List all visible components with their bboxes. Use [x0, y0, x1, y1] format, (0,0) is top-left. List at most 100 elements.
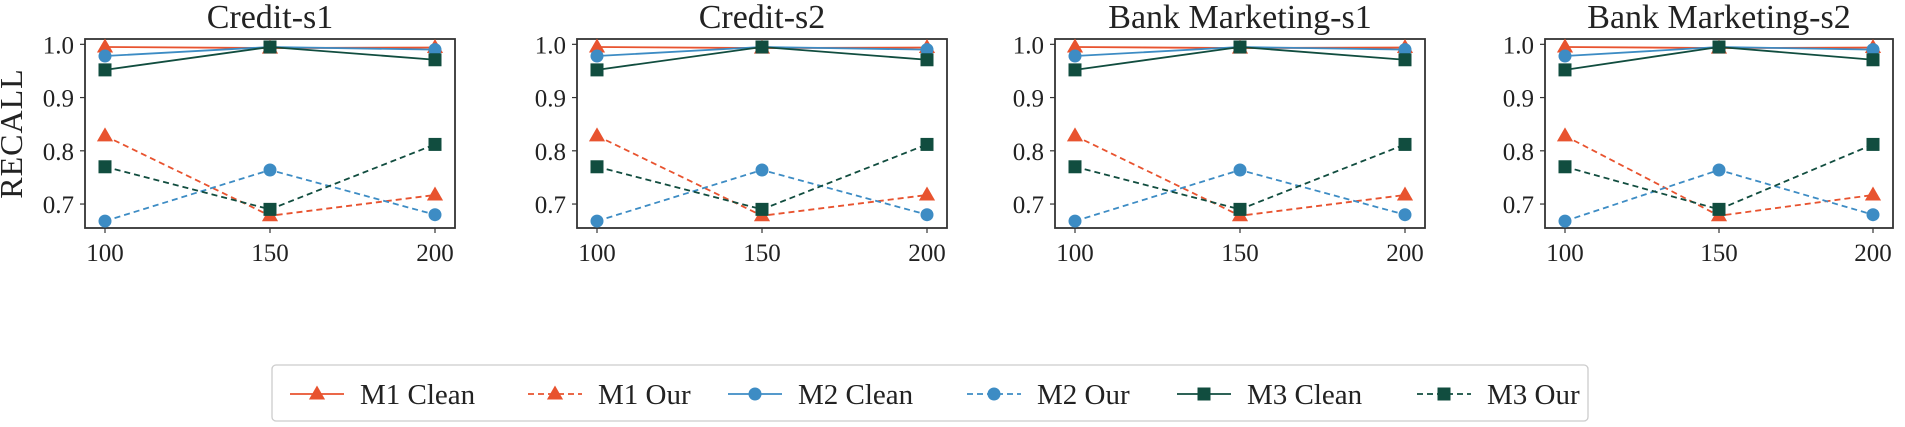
series-line [1564, 143, 1874, 211]
series-line [596, 143, 928, 211]
y-tick-label: 1.0 [43, 32, 74, 59]
data-point [428, 43, 442, 57]
data-point [1068, 214, 1082, 228]
y-tick-label: 0.7 [43, 192, 74, 219]
x-tick-label: 100 [86, 240, 124, 267]
series-m3-our [98, 137, 442, 216]
data-point [96, 127, 114, 142]
data-point [1866, 208, 1880, 222]
legend-label: M1 Clean [360, 379, 476, 411]
y-tick-label: 0.8 [1503, 139, 1534, 166]
x-tick-label: 200 [908, 240, 946, 267]
series-m3-clean [1558, 40, 1880, 77]
legend-entry: M1 Our [528, 379, 691, 411]
legend-marker [987, 387, 1001, 401]
data-point [98, 214, 112, 228]
series-m2-our [590, 163, 934, 228]
data-point [920, 208, 934, 222]
data-point [1556, 127, 1574, 142]
subplot-3: Bank Marketing-s1 0.7 0.8 0.9 1.0 100 150 200 [1013, 0, 1426, 267]
data-point [98, 49, 112, 63]
legend-marker [546, 385, 564, 400]
series-line [104, 143, 436, 211]
data-point [98, 160, 112, 174]
data-point [755, 202, 769, 216]
data-point [426, 186, 444, 201]
subplot-1: Credit-s1 0.7 0.8 0.9 1.0 100 150 200 RECALL [0, 0, 456, 267]
data-point [1233, 163, 1247, 177]
plot-frame [1544, 38, 1894, 229]
legend-label: M3 Clean [1247, 379, 1363, 411]
y-tick-label: 0.9 [1013, 86, 1044, 113]
data-point [1396, 186, 1414, 201]
x-tick-label: 200 [416, 240, 454, 267]
x-tick-label: 150 [1221, 240, 1259, 267]
data-point [590, 63, 604, 77]
y-axis-label: RECALL [0, 68, 29, 198]
legend-label: M3 Our [1487, 379, 1580, 411]
y-tick-label: 0.8 [1013, 139, 1044, 166]
data-point [1066, 38, 1084, 53]
x-tick-label: 100 [1056, 240, 1094, 267]
data-point [1866, 43, 1880, 57]
data-point [920, 53, 934, 67]
series-m3-our [1068, 137, 1412, 216]
y-tick-label: 0.9 [1503, 86, 1534, 113]
x-tick-label: 150 [1700, 240, 1738, 267]
subplot-title: Credit-s1 [207, 0, 334, 36]
series-m3-our [1558, 137, 1880, 216]
data-point [918, 186, 936, 201]
data-point [428, 137, 442, 151]
y-tick-label: 1.0 [1503, 32, 1534, 59]
data-point [1398, 208, 1412, 222]
x-tick-label: 100 [1546, 240, 1584, 267]
data-point [755, 163, 769, 177]
legend-entry: M3 Clean [1177, 379, 1363, 411]
subplot-4: Bank Marketing-s2 0.7 0.8 0.9 1.0 100 150 200 [1503, 0, 1894, 267]
legend-marker [308, 385, 326, 400]
data-point [1712, 40, 1726, 54]
legend: M1 Clean M1 Our M2 Clean M2 Our M3 Clean M3 O… [271, 364, 1589, 422]
data-point [1556, 38, 1574, 53]
data-point [428, 53, 442, 67]
x-tick-label: 200 [1854, 240, 1892, 267]
data-point [1398, 43, 1412, 57]
data-point [590, 160, 604, 174]
legend-label: M2 Our [1037, 379, 1130, 411]
data-point [263, 163, 277, 177]
y-tick-label: 0.7 [1503, 192, 1534, 219]
data-point [1398, 137, 1412, 151]
subplot-title: Bank Marketing-s1 [1108, 0, 1371, 36]
data-point [1864, 186, 1882, 201]
y-tick-label: 1.0 [535, 32, 566, 59]
data-point [1558, 160, 1572, 174]
data-point [1233, 40, 1247, 54]
data-point [263, 202, 277, 216]
y-tick-label: 0.7 [535, 192, 566, 219]
y-tick-label: 1.0 [1013, 32, 1044, 59]
series-m3-our [590, 137, 934, 216]
data-point [1398, 53, 1412, 67]
legend-entry: M1 Clean [290, 379, 476, 411]
data-point [1068, 63, 1082, 77]
y-tick-label: 0.8 [535, 139, 566, 166]
x-tick-label: 150 [251, 240, 289, 267]
data-point [588, 127, 606, 142]
subplot-title: Bank Marketing-s2 [1587, 0, 1850, 36]
legend-entry: M2 Clean [728, 379, 914, 411]
series-m3-clean [1068, 40, 1412, 77]
legend-label: M2 Clean [798, 379, 914, 411]
y-tick-label: 0.9 [43, 86, 74, 113]
data-point [1712, 163, 1726, 177]
subplot-title: Credit-s2 [699, 0, 826, 36]
data-point [1068, 160, 1082, 174]
x-tick-label: 150 [743, 240, 781, 267]
series-m3-clean [590, 40, 934, 77]
series-m2-our [1068, 163, 1412, 228]
legend-marker [748, 387, 762, 401]
legend-entry: M3 Our [1417, 379, 1580, 411]
data-point [263, 40, 277, 54]
data-point [1558, 63, 1572, 77]
data-point [1558, 214, 1572, 228]
legend-box [271, 364, 1589, 422]
